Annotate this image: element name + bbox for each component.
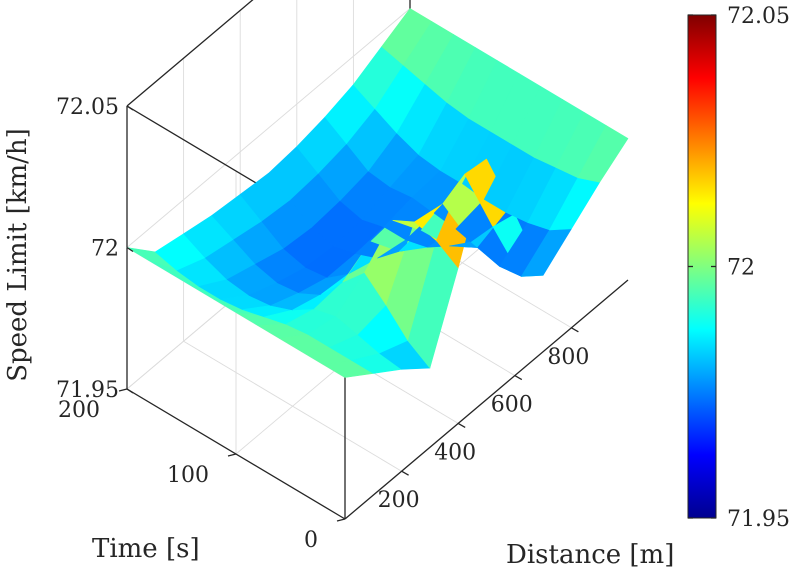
x-tick-mark [514, 375, 523, 381]
y-tick-mark [336, 518, 346, 522]
surface-mesh [126, 8, 629, 378]
x-tick-label: 400 [434, 440, 476, 465]
z-axis-ticks: 71.95 72 72.05 [56, 95, 134, 403]
z-tick-mark [126, 388, 134, 394]
colorbar-tick-label: 72.05 [727, 4, 790, 29]
surface-patch [577, 125, 629, 183]
x-tick-label: 200 [378, 488, 420, 513]
grid-line [126, 8, 411, 248]
z-tick-mark [126, 105, 134, 111]
box-edge [126, 0, 254, 107]
x-tick-label: 800 [547, 345, 589, 370]
z-axis-label: Speed Limit [km/h] [3, 128, 33, 382]
y-tick-label: 100 [167, 463, 209, 488]
colorbar-tick-label: 71.95 [727, 507, 790, 532]
y-tick-mark [118, 388, 128, 392]
z-tick-mark [126, 246, 134, 253]
x-tick-mark [457, 422, 466, 428]
box-edge [344, 279, 629, 520]
y-axis-label: Time [s] [92, 534, 200, 564]
x-tick-mark [401, 470, 409, 476]
colorbar-tick-label: 72 [727, 256, 755, 281]
x-axis-ticks: 200 400 600 800 [378, 327, 589, 513]
y-tick-mark [227, 453, 237, 457]
y-tick-label: 200 [58, 398, 100, 423]
z-tick-label: 71.95 [56, 378, 119, 403]
z-tick-label: 72 [91, 237, 119, 262]
x-axis-label: Distance [m] [506, 540, 674, 570]
y-tick-label: 0 [304, 528, 318, 553]
y-axis-ticks: 0 100 200 [58, 388, 346, 553]
x-tick-label: 600 [491, 393, 533, 418]
x-tick-mark [571, 327, 579, 333]
z-tick-label: 72.05 [56, 95, 119, 120]
colorbar-ticks: 71.95 72 72.05 [688, 4, 790, 532]
